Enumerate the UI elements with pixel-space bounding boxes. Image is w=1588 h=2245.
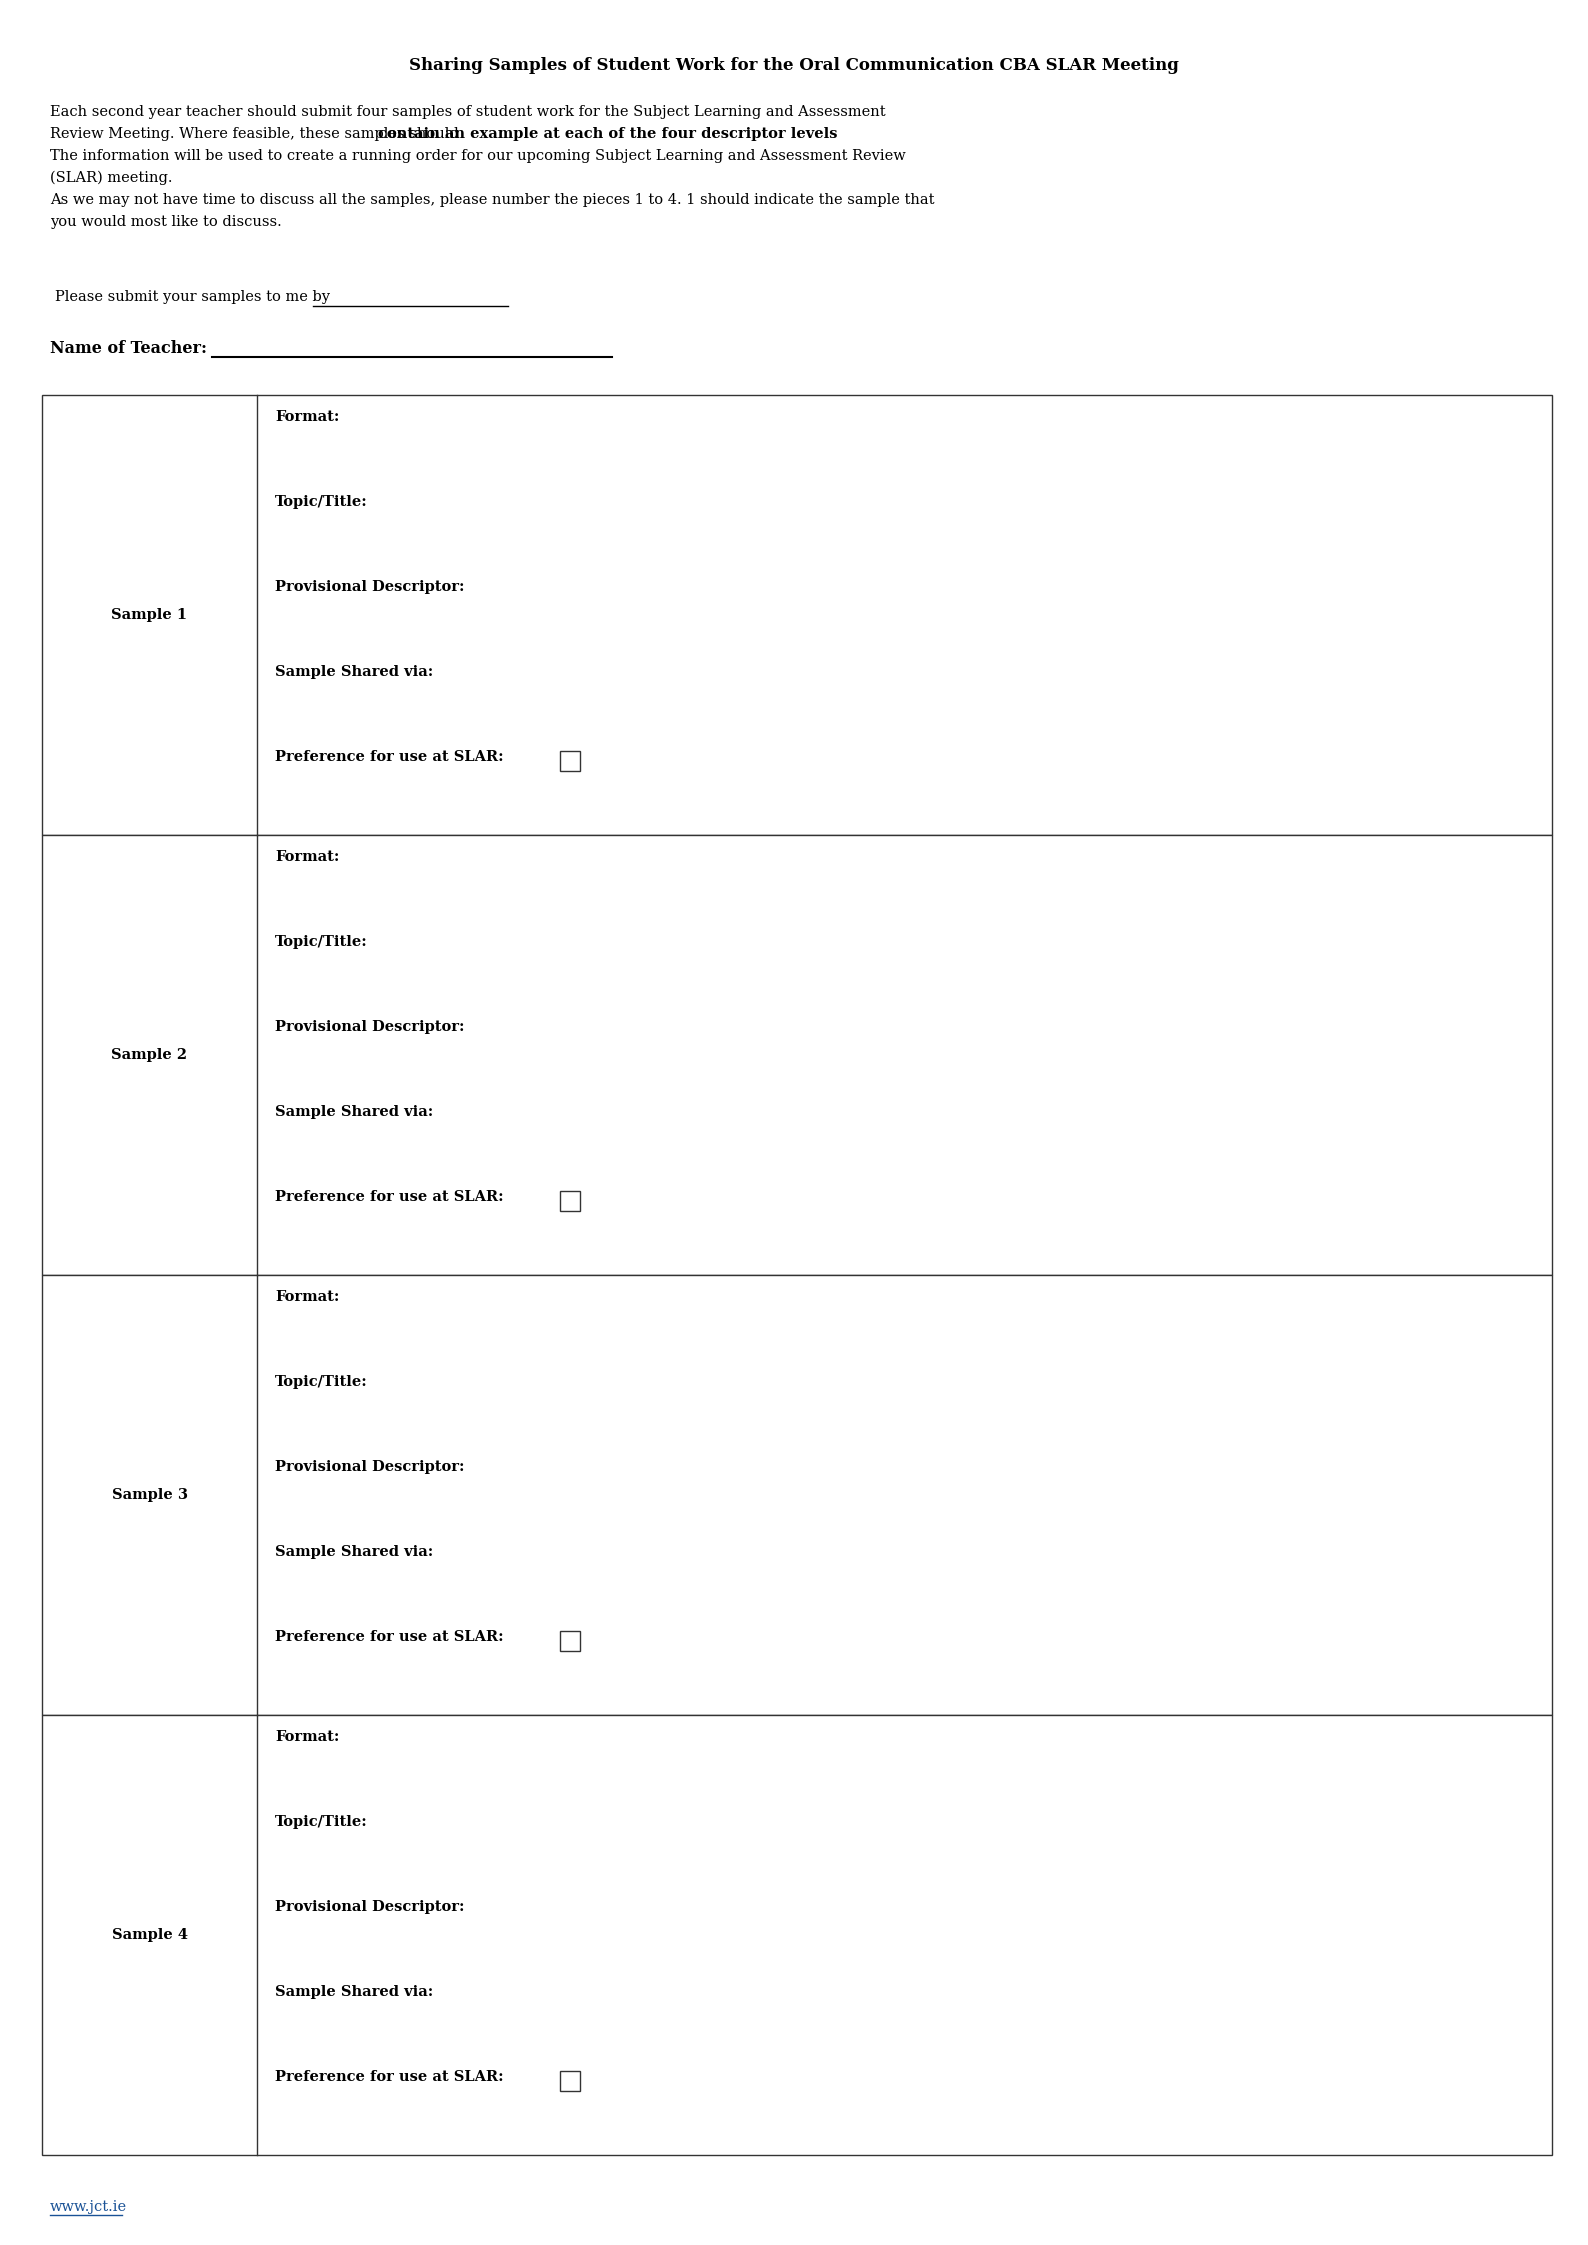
- Text: Provisional Descriptor:: Provisional Descriptor:: [275, 1459, 465, 1475]
- Bar: [561, 2070, 580, 2090]
- Text: Topic/Title:: Topic/Title:: [275, 1814, 368, 1830]
- Text: Topic/Title:: Topic/Title:: [275, 934, 368, 950]
- Text: contain an example at each of the four descriptor levels: contain an example at each of the four d…: [378, 128, 837, 141]
- Text: Provisional Descriptor:: Provisional Descriptor:: [275, 579, 465, 595]
- Text: Sharing Samples of Student Work for the Oral Communication CBA SLAR Meeting: Sharing Samples of Student Work for the …: [410, 56, 1178, 74]
- Bar: [561, 1192, 580, 1210]
- Text: Sample Shared via:: Sample Shared via:: [275, 665, 434, 678]
- Bar: [41, 835, 1551, 1275]
- Text: Please submit your samples to me by: Please submit your samples to me by: [56, 290, 335, 303]
- Text: Sample Shared via:: Sample Shared via:: [275, 1985, 434, 1998]
- Text: Format:: Format:: [275, 1731, 340, 1744]
- Text: Preference for use at SLAR:: Preference for use at SLAR:: [275, 2070, 503, 2083]
- Text: Preference for use at SLAR:: Preference for use at SLAR:: [275, 1190, 503, 1203]
- Text: Preference for use at SLAR:: Preference for use at SLAR:: [275, 750, 503, 763]
- Text: Sample Shared via:: Sample Shared via:: [275, 1545, 434, 1558]
- Text: The information will be used to create a running order for our upcoming Subject : The information will be used to create a…: [49, 148, 905, 164]
- Text: Format:: Format:: [275, 851, 340, 864]
- Text: Topic/Title:: Topic/Title:: [275, 494, 368, 510]
- Text: Provisional Descriptor:: Provisional Descriptor:: [275, 1899, 465, 1915]
- Text: Preference for use at SLAR:: Preference for use at SLAR:: [275, 1630, 503, 1643]
- Text: Review Meeting. Where feasible, these samples should: Review Meeting. Where feasible, these sa…: [49, 128, 464, 141]
- Text: Sample 2: Sample 2: [111, 1048, 187, 1062]
- Text: you would most like to discuss.: you would most like to discuss.: [49, 216, 281, 229]
- Text: Format:: Format:: [275, 411, 340, 424]
- Text: Format:: Format:: [275, 1291, 340, 1304]
- Text: Sample 1: Sample 1: [111, 608, 187, 622]
- Bar: [41, 1275, 1551, 1715]
- Text: Sample 4: Sample 4: [111, 1928, 187, 1942]
- Text: Each second year teacher should submit four samples of student work for the Subj: Each second year teacher should submit f…: [49, 106, 886, 119]
- Text: As we may not have time to discuss all the samples, please number the pieces 1 t: As we may not have time to discuss all t…: [49, 193, 934, 207]
- Bar: [561, 1632, 580, 1650]
- Bar: [561, 752, 580, 770]
- Text: Sample 3: Sample 3: [111, 1488, 187, 1502]
- Text: Topic/Title:: Topic/Title:: [275, 1374, 368, 1390]
- Bar: [41, 1715, 1551, 2155]
- Text: Provisional Descriptor:: Provisional Descriptor:: [275, 1019, 465, 1035]
- Bar: [41, 395, 1551, 835]
- Text: Sample Shared via:: Sample Shared via:: [275, 1105, 434, 1118]
- Text: Name of Teacher:: Name of Teacher:: [49, 339, 206, 357]
- Text: www.jct.ie: www.jct.ie: [49, 2200, 127, 2214]
- Text: (SLAR) meeting.: (SLAR) meeting.: [49, 171, 173, 186]
